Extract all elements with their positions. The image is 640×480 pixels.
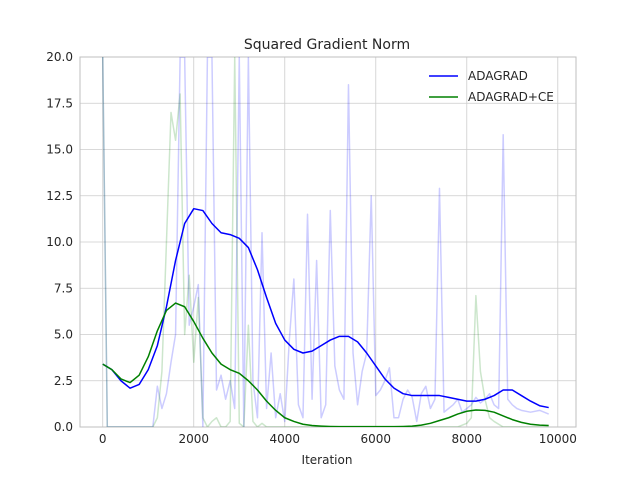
legend-label-adagrad-ce: ADAGRAD+CE [468, 90, 554, 104]
x-tick-label: 4000 [269, 432, 300, 446]
y-tick-label: 10.0 [46, 235, 73, 249]
y-tick-label: 20.0 [46, 50, 73, 64]
y-tick-label: 2.5 [54, 374, 73, 388]
y-tick-label: 7.5 [54, 281, 73, 295]
series-layer [102, 57, 549, 427]
y-tick-label: 0.0 [54, 420, 73, 434]
y-tick-label: 12.5 [46, 189, 73, 203]
series-line-adagrad-ce [102, 302, 549, 427]
x-tick-label: 0 [99, 432, 107, 446]
x-tick-label: 2000 [178, 432, 209, 446]
x-tick-label: 8000 [452, 432, 483, 446]
series-line-adagrad-ce-raw [102, 57, 549, 427]
chart-title: Squared Gradient Norm [244, 37, 410, 53]
x-tick-label: 10000 [539, 432, 577, 446]
series-line-adagrad [102, 207, 549, 409]
x-tick-label: 6000 [361, 432, 392, 446]
legend: ADAGRAD ADAGRAD+CE [429, 69, 554, 104]
legend-label-adagrad: ADAGRAD [468, 69, 528, 83]
grid [80, 56, 576, 428]
series-line-adagrad-raw [102, 57, 549, 427]
y-tick-labels: 0.0 2.5 5.0 7.5 10.0 12.5 15.0 17.5 20.0 [46, 50, 73, 434]
x-axis-label: Iteration [302, 453, 353, 467]
y-tick-label: 17.5 [46, 96, 73, 110]
y-tick-label: 15.0 [46, 143, 73, 157]
x-tick-labels: 0 2000 4000 6000 8000 10000 [99, 432, 577, 446]
y-tick-label: 5.0 [54, 328, 73, 342]
